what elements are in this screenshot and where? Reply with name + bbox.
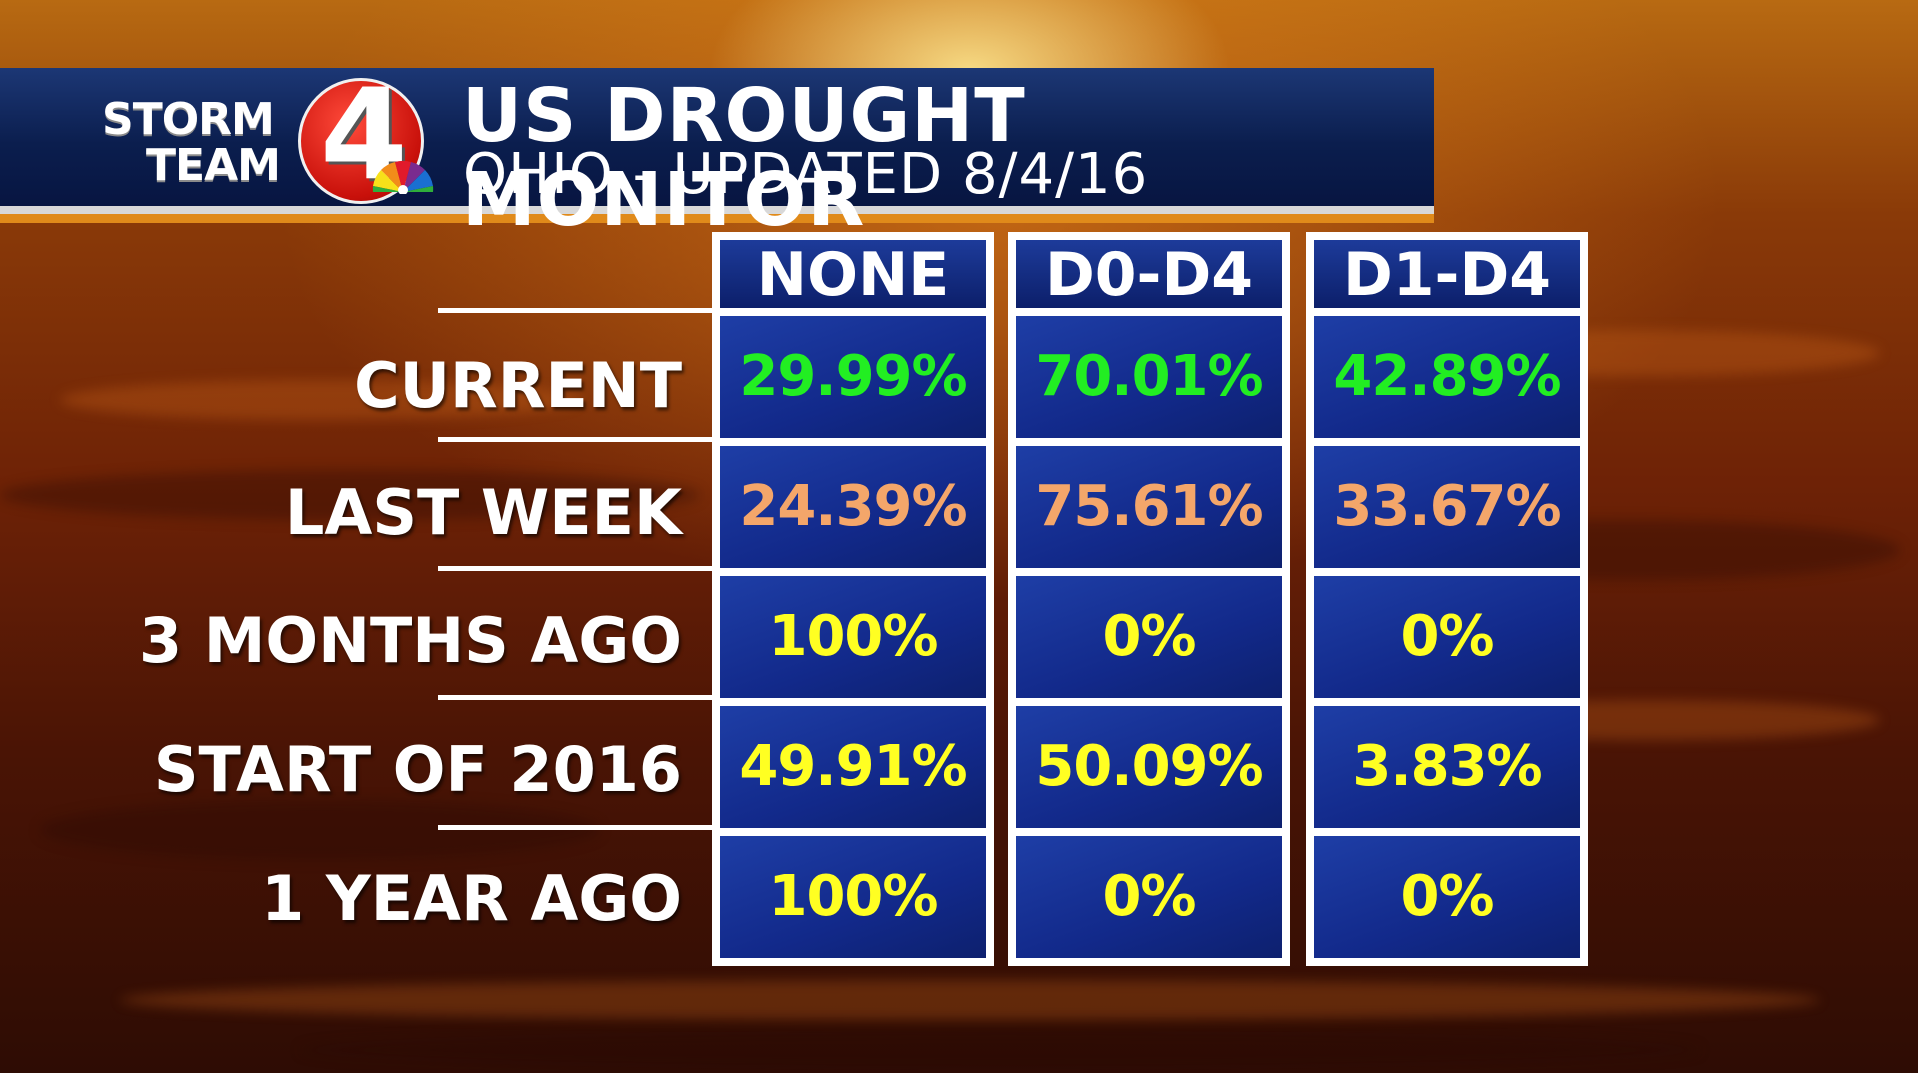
column-header-none: NONE bbox=[720, 240, 986, 310]
cell-last-week-d1-d4: 33.67% bbox=[1314, 446, 1580, 568]
row-divider bbox=[438, 825, 712, 830]
cell-1-year-ago-none: 100% bbox=[720, 836, 986, 958]
cell-3-months-ago-d0-d4: 0% bbox=[1016, 576, 1282, 698]
cloud bbox=[120, 980, 1820, 1020]
cell-last-week-d0-d4: 75.61% bbox=[1016, 446, 1282, 568]
row-label-start-of-2016: START OF 2016 bbox=[153, 733, 682, 806]
row-divider bbox=[438, 308, 712, 313]
row-label-current: CURRENT bbox=[354, 349, 682, 422]
row-divider bbox=[438, 695, 712, 700]
cloud bbox=[300, 1030, 1700, 1070]
storm-team-4-logo: STORM TEAM 4 bbox=[102, 72, 434, 204]
cell-start-of-2016-d0-d4: 50.09% bbox=[1016, 706, 1282, 828]
cell-3-months-ago-none: 100% bbox=[720, 576, 986, 698]
cell-1-year-ago-d1-d4: 0% bbox=[1314, 836, 1580, 958]
cell-current-none: 29.99% bbox=[720, 316, 986, 438]
row-label-last-week: LAST WEEK bbox=[284, 476, 682, 549]
cell-3-months-ago-d1-d4: 0% bbox=[1314, 576, 1580, 698]
cell-current-d1-d4: 42.89% bbox=[1314, 316, 1580, 438]
cell-1-year-ago-d0-d4: 0% bbox=[1016, 836, 1282, 958]
logo-team-text: TEAM bbox=[146, 140, 281, 191]
column-header-d1-d4: D1-D4 bbox=[1314, 240, 1580, 310]
column-d0-d4: D0-D4 70.01% 75.61% 0% 50.09% 0% bbox=[1008, 232, 1290, 966]
page-subtitle: OHIO - UPDATED 8/4/16 bbox=[463, 142, 1149, 207]
row-label-3-months-ago: 3 MONTHS AGO bbox=[138, 604, 682, 677]
page-title: US DROUGHT MONITOR bbox=[462, 73, 1026, 243]
column-header-d0-d4: D0-D4 bbox=[1016, 240, 1282, 310]
cloud bbox=[60, 380, 580, 420]
header-banner: STORM TEAM 4 US DROUGHT MONITOR OHIO - U… bbox=[0, 68, 1434, 242]
cloud bbox=[40, 800, 600, 860]
row-divider bbox=[438, 437, 712, 442]
logo-storm-text: STORM bbox=[102, 94, 275, 145]
peacock-icon bbox=[372, 160, 434, 194]
cell-current-d0-d4: 70.01% bbox=[1016, 316, 1282, 438]
column-none: NONE 29.99% 24.39% 100% 49.91% 100% bbox=[712, 232, 994, 966]
cell-start-of-2016-none: 49.91% bbox=[720, 706, 986, 828]
column-d1-d4: D1-D4 42.89% 33.67% 0% 3.83% 0% bbox=[1306, 232, 1588, 966]
cell-last-week-none: 24.39% bbox=[720, 446, 986, 568]
row-divider bbox=[438, 566, 712, 571]
cloud bbox=[0, 470, 700, 520]
cell-start-of-2016-d1-d4: 3.83% bbox=[1314, 706, 1580, 828]
row-label-1-year-ago: 1 YEAR AGO bbox=[261, 862, 682, 935]
